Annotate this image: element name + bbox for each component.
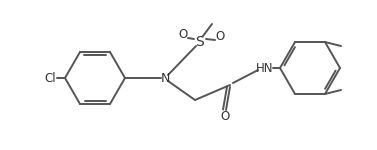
- Text: N: N: [160, 72, 170, 84]
- Text: O: O: [178, 28, 188, 42]
- Text: Cl: Cl: [44, 72, 56, 84]
- Text: O: O: [215, 30, 225, 44]
- Text: HN: HN: [256, 61, 274, 75]
- Text: S: S: [196, 35, 204, 49]
- Text: O: O: [221, 110, 230, 123]
